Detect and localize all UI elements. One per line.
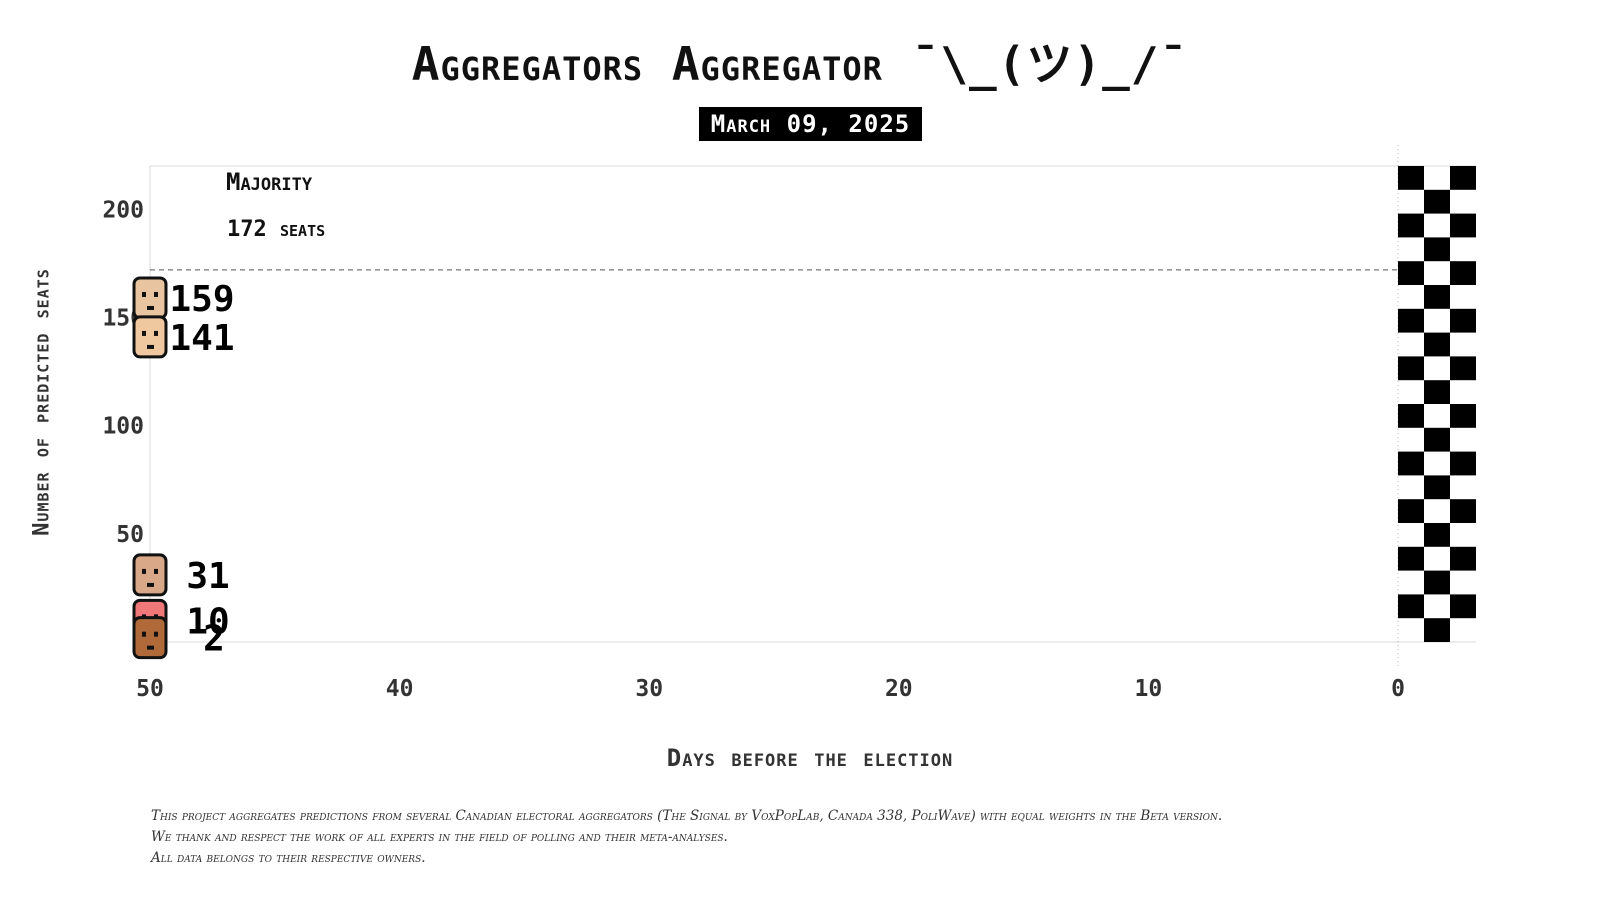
- checker-square: [1398, 451, 1424, 476]
- checker-square: [1450, 404, 1476, 428]
- checker-square: [1450, 594, 1476, 619]
- value-label: 10: [186, 601, 229, 642]
- x-tick-label: 10: [1135, 676, 1163, 702]
- party-marker: [132, 553, 168, 597]
- y-tick-label: 100: [102, 414, 144, 440]
- date-badge: March 09, 2025: [699, 107, 922, 141]
- footnote-line: We thank and respect the work of all exp…: [151, 829, 728, 845]
- chart-title: Aggregators Aggregator ¯\_(ツ)_/¯: [411, 37, 1189, 91]
- checker-square: [1398, 356, 1424, 381]
- marker-face: [132, 276, 168, 320]
- finish-line-checkered: [1398, 166, 1476, 642]
- checker-square: [1424, 380, 1450, 404]
- checker-square: [1424, 332, 1450, 357]
- value-label: 141: [169, 318, 234, 359]
- marker-eye: [142, 330, 146, 336]
- x-tick-label: 30: [635, 676, 663, 702]
- majority-label: Majority: [226, 168, 313, 196]
- x-tick-label: 40: [386, 676, 414, 702]
- marker-eye: [154, 330, 158, 336]
- value-label: 31: [186, 556, 229, 597]
- party-marker: [132, 276, 168, 320]
- x-axis-label: Days before the election: [666, 744, 954, 772]
- checker-square: [1398, 166, 1424, 190]
- checker-square: [1450, 356, 1476, 381]
- x-tick-label: 20: [885, 676, 913, 702]
- x-tick-label: 50: [136, 676, 164, 702]
- marker-eye: [154, 631, 158, 637]
- checker-square: [1424, 523, 1450, 547]
- majority-sublabel: 172 seats: [227, 217, 325, 242]
- checker-square: [1424, 237, 1450, 262]
- checker-square: [1398, 499, 1424, 523]
- marker-mouth: [147, 305, 154, 310]
- checker-square: [1450, 499, 1476, 523]
- marker-mouth: [147, 344, 154, 349]
- marker-eye: [154, 568, 158, 574]
- party-marker: [132, 315, 168, 359]
- marker-eye: [142, 291, 146, 297]
- footnote-line: All data belongs to their respective own…: [151, 850, 426, 866]
- party-marker: [132, 616, 168, 660]
- checker-square: [1450, 261, 1476, 285]
- marker-mouth: [147, 582, 154, 587]
- marker-eye: [142, 568, 146, 574]
- footnote-line: This project aggregates predictions from…: [151, 808, 1223, 824]
- checker-square: [1424, 189, 1450, 214]
- marker-face: [132, 315, 168, 359]
- checker-square: [1450, 546, 1476, 571]
- checker-square: [1398, 308, 1424, 333]
- checker-square: [1424, 618, 1450, 642]
- checker-square: [1450, 166, 1476, 190]
- x-tick-label: 0: [1391, 676, 1405, 702]
- checker-square: [1398, 546, 1424, 571]
- checker-square: [1398, 213, 1424, 238]
- marker-eye: [154, 291, 158, 297]
- checker-square: [1424, 475, 1450, 500]
- marker-eye: [142, 631, 146, 637]
- checker-square: [1424, 427, 1450, 452]
- y-tick-label: 50: [116, 522, 144, 548]
- marker-face: [132, 616, 168, 660]
- checker-square: [1398, 594, 1424, 619]
- marker-mouth: [147, 645, 154, 650]
- checker-square: [1450, 308, 1476, 333]
- marker-face: [132, 553, 168, 597]
- value-label: 2: [203, 619, 225, 660]
- checker-square: [1450, 213, 1476, 238]
- footnote: This project aggregates predictions from…: [151, 806, 1591, 869]
- checker-square: [1424, 570, 1450, 595]
- checker-square: [1398, 404, 1424, 428]
- checker-square: [1424, 285, 1450, 309]
- checker-square: [1398, 261, 1424, 285]
- value-label: 159: [169, 279, 234, 320]
- checker-square: [1450, 451, 1476, 476]
- y-tick-label: 200: [102, 197, 144, 223]
